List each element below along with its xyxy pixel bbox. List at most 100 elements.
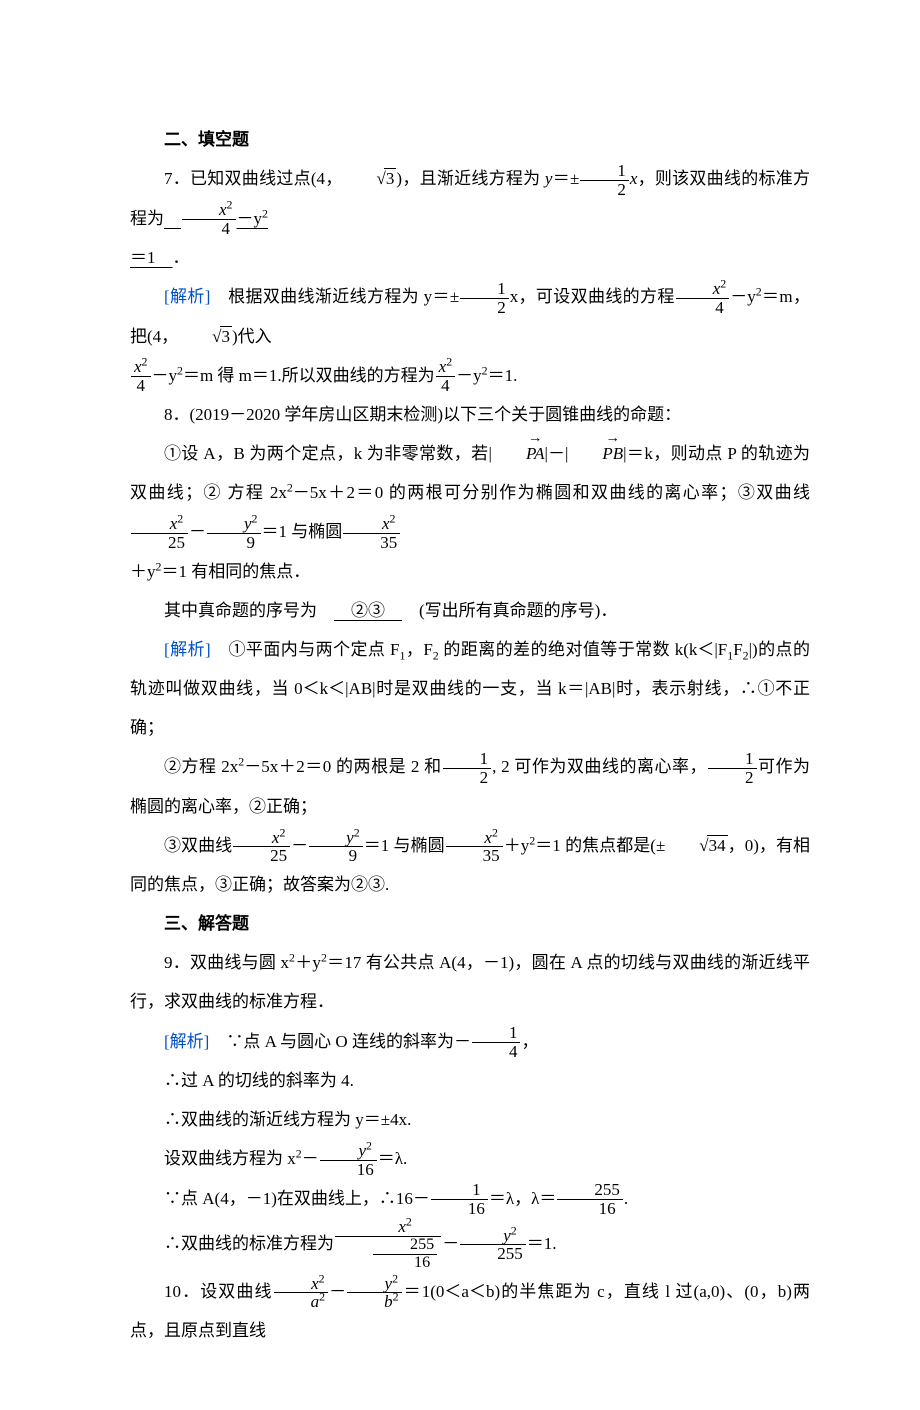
d: 4: [676, 299, 730, 317]
question-8-stmt1: ①设 A，B 为两个定点，k 为非零常数，若|PA|－|PB|＝k，则动点 P …: [130, 434, 810, 552]
den: 2: [580, 181, 629, 199]
s: 2: [366, 1138, 372, 1152]
section-3-title: 三、解答题: [130, 904, 810, 943]
n: 1: [460, 280, 509, 299]
eq1: ＝1: [130, 248, 156, 267]
c: .: [624, 1189, 628, 1208]
r: 34: [707, 835, 728, 855]
question-9: 9．双曲线与圆 x2＋y2＝17 有公共点 A(4，－1)，圆在 A 点的切线与…: [130, 943, 810, 1021]
vec-PA: PA: [492, 434, 545, 473]
frac-1-2: 12: [580, 162, 629, 199]
n: 255: [373, 1237, 437, 1255]
q8-sol-p3: ③双曲线x225－y29＝1 与椭圆x235＋y2＝1 的焦点都是(±√34，0…: [130, 826, 810, 905]
s3b: ＝1 有相同的焦点．: [161, 562, 310, 581]
b: －: [302, 1149, 319, 1168]
q7-text: 7．已知双曲线过点(4，: [164, 169, 343, 188]
s: 2: [446, 355, 452, 369]
p3e: ＝1 的焦点都是(±: [535, 836, 665, 855]
d: 16: [557, 1200, 623, 1218]
p1c: 的距离的差的绝对值等于常数 k(k＜|F: [439, 640, 728, 659]
sup: 2: [227, 198, 233, 212]
q9-sol-l1: [解析] ∵点 A 与圆心 O 连线的斜率为－14，: [130, 1022, 810, 1061]
q9-sol-l2: ∴过 A 的切线的斜率为 4.: [130, 1061, 810, 1100]
f2: 25516: [557, 1181, 623, 1218]
s: 2: [252, 511, 258, 525]
q9-sol-l3: ∴双曲线的渐近线方程为 y＝±4x.: [130, 1100, 810, 1139]
a: ∴双曲线的标准方程为: [164, 1234, 334, 1253]
s: 2: [720, 276, 726, 290]
p2a: ②方程 2x: [164, 757, 238, 776]
s: 2: [142, 355, 148, 369]
c: ＝λ.: [378, 1149, 408, 1168]
b: ＋y: [295, 953, 321, 972]
tail: (写出所有真命题的序号)．: [402, 601, 617, 620]
p1: ①平面内与两个定点 F: [228, 640, 399, 659]
eq-pm: ＝±: [552, 169, 579, 188]
radicand: 3: [384, 168, 397, 188]
question-7-line2: ＝1 ．: [130, 238, 810, 277]
s: 2: [511, 1223, 517, 1237]
a: ∵点 A 与圆心 O 连线的斜率为－: [226, 1032, 471, 1051]
p3a: ③双曲线: [164, 836, 232, 855]
jiexi-label: [解析]: [164, 287, 228, 306]
nested: 25516: [373, 1237, 437, 1272]
f1: 116: [431, 1181, 488, 1218]
s: 2: [406, 1214, 412, 1228]
pa: PA: [526, 444, 545, 463]
den: 4: [182, 220, 236, 238]
jiexi-label: [解析]: [164, 640, 228, 659]
q9-sol-l5: ∵点 A(4，－1)在双曲线上，∴16－116＝λ，λ＝25516.: [130, 1179, 810, 1218]
n: 255: [557, 1181, 623, 1200]
q8-answer: ②③: [334, 601, 402, 620]
f1: x225: [233, 829, 290, 866]
question-10: 10．设双曲线x2a2－y2b2＝1(0＜a＜b)的半焦距为 c，直线 l 过(…: [130, 1272, 810, 1351]
jiexi-label: [解析]: [164, 1032, 226, 1051]
n: 1: [431, 1181, 488, 1200]
a: ①设 A，B 为两个定点，k 为非零常数，若|: [164, 444, 492, 463]
d: ＝1.: [488, 366, 518, 385]
d: 2: [460, 299, 509, 317]
a: 10．设双曲线: [164, 1282, 273, 1301]
n: x: [484, 828, 492, 847]
ans: ②③: [351, 601, 385, 620]
q7-solution-line1: [解析] 根据双曲线渐近线方程为 y＝±12x，可设双曲线的方程x24－y2＝m…: [130, 277, 810, 356]
s: 2: [354, 825, 360, 839]
n: 1: [443, 750, 492, 769]
b: ，: [521, 1032, 538, 1051]
s2d: ＝1 与椭圆: [262, 522, 343, 541]
a: 9．双曲线与圆 x: [164, 953, 289, 972]
t4: －y: [730, 287, 756, 306]
n: y: [358, 1141, 366, 1160]
p1b: ，F: [405, 640, 432, 659]
sup2: 2: [262, 206, 268, 220]
p1d: F: [733, 640, 742, 659]
n: x: [311, 1274, 319, 1293]
f2: 12: [708, 750, 757, 787]
s: 2: [392, 1271, 398, 1285]
n: y: [503, 1226, 511, 1245]
a: 设双曲线方程为 x: [164, 1149, 296, 1168]
n: 1: [472, 1024, 521, 1043]
q7-solution-line2: x24－y2＝m 得 m＝1.所以双曲线的方程为x24－y2＝1.: [130, 356, 810, 395]
d: 4: [472, 1043, 521, 1061]
c: －y: [456, 366, 482, 385]
f1: x2a2: [274, 1275, 328, 1312]
n: x: [398, 1217, 406, 1236]
n: y: [385, 1274, 393, 1293]
page: 二、填空题 7．已知双曲线过点(4，√3)，且渐近线方程为 y＝±12x，则该双…: [0, 0, 920, 1410]
d: 16: [320, 1161, 377, 1179]
y-eq: y＝±: [424, 287, 460, 306]
frac2: x24: [436, 358, 456, 395]
f2: y2255: [460, 1227, 526, 1264]
t1: 根据双曲线渐近线方程为: [228, 287, 424, 306]
p2b: －5x＋2＝0 的两根是 2 和: [244, 757, 441, 776]
f1: 12: [443, 750, 492, 787]
d: 16: [431, 1200, 488, 1218]
question-8-stmt1b: ＋y2＝1 有相同的焦点．: [130, 552, 810, 591]
question-7: 7．已知双曲线过点(4，√3)，且渐近线方程为 y＝±12x，则该双曲线的标准方…: [130, 159, 810, 238]
d: 9: [207, 534, 261, 552]
r: 3: [220, 326, 233, 346]
minus: －: [291, 836, 308, 855]
q9-sol-l4: 设双曲线方程为 x2－y216＝λ.: [130, 1139, 810, 1178]
frac: 12: [460, 280, 509, 317]
